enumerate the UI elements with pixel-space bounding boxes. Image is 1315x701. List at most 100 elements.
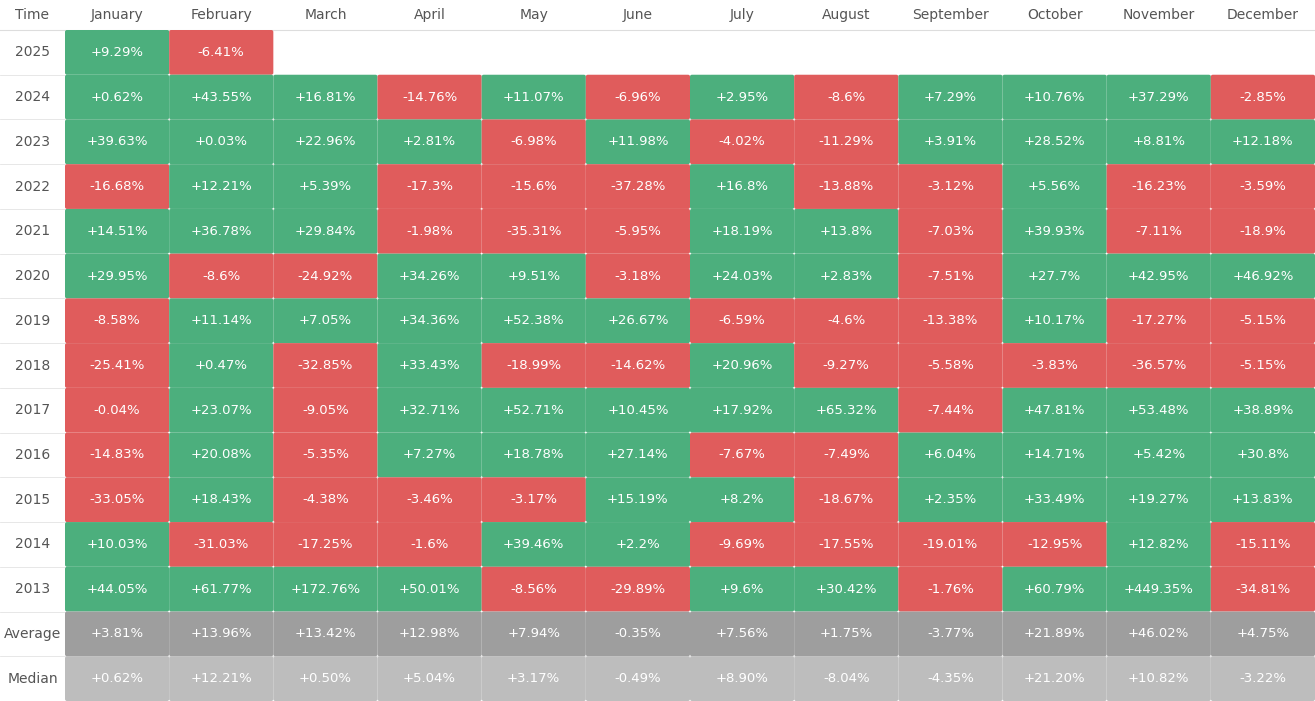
FancyBboxPatch shape bbox=[1002, 567, 1107, 611]
FancyBboxPatch shape bbox=[586, 75, 690, 119]
Text: +27.14%: +27.14% bbox=[608, 449, 669, 461]
FancyBboxPatch shape bbox=[1002, 656, 1107, 701]
Text: 2024: 2024 bbox=[14, 90, 50, 104]
FancyBboxPatch shape bbox=[1211, 477, 1315, 522]
Text: -31.03%: -31.03% bbox=[193, 538, 249, 551]
Text: -17.27%: -17.27% bbox=[1131, 314, 1186, 327]
FancyBboxPatch shape bbox=[794, 388, 898, 433]
Text: -3.18%: -3.18% bbox=[614, 269, 661, 283]
Text: September: September bbox=[913, 8, 989, 22]
FancyBboxPatch shape bbox=[274, 656, 377, 701]
Text: +61.77%: +61.77% bbox=[191, 583, 252, 596]
Text: -1.98%: -1.98% bbox=[406, 225, 452, 238]
FancyBboxPatch shape bbox=[377, 254, 481, 299]
FancyBboxPatch shape bbox=[586, 209, 690, 254]
FancyBboxPatch shape bbox=[377, 343, 481, 388]
Text: +2.81%: +2.81% bbox=[402, 135, 456, 149]
FancyBboxPatch shape bbox=[64, 254, 170, 299]
FancyBboxPatch shape bbox=[794, 567, 898, 611]
Text: -6.41%: -6.41% bbox=[197, 46, 245, 59]
FancyBboxPatch shape bbox=[794, 254, 898, 299]
Text: -1.76%: -1.76% bbox=[927, 583, 974, 596]
FancyBboxPatch shape bbox=[690, 433, 794, 477]
FancyBboxPatch shape bbox=[481, 254, 586, 299]
Text: -33.05%: -33.05% bbox=[89, 494, 145, 506]
FancyBboxPatch shape bbox=[481, 522, 586, 567]
FancyBboxPatch shape bbox=[274, 388, 377, 433]
Text: +16.81%: +16.81% bbox=[295, 90, 356, 104]
Text: 2019: 2019 bbox=[14, 314, 50, 328]
FancyBboxPatch shape bbox=[1211, 567, 1315, 611]
Text: +14.71%: +14.71% bbox=[1024, 449, 1085, 461]
Text: +5.42%: +5.42% bbox=[1132, 449, 1185, 461]
FancyBboxPatch shape bbox=[1211, 656, 1315, 701]
FancyBboxPatch shape bbox=[586, 567, 690, 611]
Text: 2022: 2022 bbox=[14, 179, 50, 193]
Text: January: January bbox=[91, 8, 143, 22]
Text: -25.41%: -25.41% bbox=[89, 359, 145, 372]
Text: 2013: 2013 bbox=[14, 582, 50, 596]
Text: +7.56%: +7.56% bbox=[715, 627, 769, 641]
FancyBboxPatch shape bbox=[1211, 75, 1315, 119]
FancyBboxPatch shape bbox=[481, 343, 586, 388]
FancyBboxPatch shape bbox=[690, 656, 794, 701]
FancyBboxPatch shape bbox=[794, 299, 898, 343]
Text: February: February bbox=[191, 8, 252, 22]
Text: -37.28%: -37.28% bbox=[610, 180, 665, 193]
Text: +39.63%: +39.63% bbox=[87, 135, 147, 149]
FancyBboxPatch shape bbox=[1002, 209, 1107, 254]
Text: +18.19%: +18.19% bbox=[711, 225, 773, 238]
Text: +7.94%: +7.94% bbox=[508, 627, 560, 641]
Text: +33.49%: +33.49% bbox=[1024, 494, 1085, 506]
Text: +21.89%: +21.89% bbox=[1024, 627, 1085, 641]
Text: -7.03%: -7.03% bbox=[927, 225, 974, 238]
FancyBboxPatch shape bbox=[794, 611, 898, 656]
FancyBboxPatch shape bbox=[170, 254, 274, 299]
Text: +5.56%: +5.56% bbox=[1028, 180, 1081, 193]
FancyBboxPatch shape bbox=[481, 477, 586, 522]
Text: -4.38%: -4.38% bbox=[302, 494, 348, 506]
Text: -34.81%: -34.81% bbox=[1235, 583, 1290, 596]
Text: +8.81%: +8.81% bbox=[1132, 135, 1185, 149]
FancyBboxPatch shape bbox=[690, 299, 794, 343]
FancyBboxPatch shape bbox=[898, 522, 1002, 567]
FancyBboxPatch shape bbox=[1107, 343, 1211, 388]
FancyBboxPatch shape bbox=[586, 433, 690, 477]
Text: +3.17%: +3.17% bbox=[508, 672, 560, 685]
FancyBboxPatch shape bbox=[1211, 209, 1315, 254]
Text: 2016: 2016 bbox=[14, 448, 50, 462]
FancyBboxPatch shape bbox=[586, 611, 690, 656]
Text: December: December bbox=[1227, 8, 1299, 22]
FancyBboxPatch shape bbox=[274, 299, 377, 343]
Text: -9.05%: -9.05% bbox=[302, 404, 348, 416]
FancyBboxPatch shape bbox=[274, 119, 377, 164]
FancyBboxPatch shape bbox=[1211, 119, 1315, 164]
Text: +43.55%: +43.55% bbox=[191, 90, 252, 104]
FancyBboxPatch shape bbox=[1211, 388, 1315, 433]
Text: April: April bbox=[414, 8, 446, 22]
Text: -8.6%: -8.6% bbox=[827, 90, 865, 104]
FancyBboxPatch shape bbox=[898, 119, 1002, 164]
FancyBboxPatch shape bbox=[1107, 75, 1211, 119]
Text: +449.35%: +449.35% bbox=[1124, 583, 1194, 596]
Text: +34.36%: +34.36% bbox=[398, 314, 460, 327]
Text: -14.83%: -14.83% bbox=[89, 449, 145, 461]
FancyBboxPatch shape bbox=[898, 388, 1002, 433]
FancyBboxPatch shape bbox=[586, 164, 690, 209]
Text: +39.46%: +39.46% bbox=[504, 538, 564, 551]
Text: -32.85%: -32.85% bbox=[297, 359, 354, 372]
FancyBboxPatch shape bbox=[1107, 209, 1211, 254]
Text: -5.15%: -5.15% bbox=[1240, 314, 1286, 327]
FancyBboxPatch shape bbox=[690, 209, 794, 254]
FancyBboxPatch shape bbox=[170, 299, 274, 343]
Text: +13.96%: +13.96% bbox=[191, 627, 252, 641]
Text: -1.6%: -1.6% bbox=[410, 538, 448, 551]
FancyBboxPatch shape bbox=[1002, 611, 1107, 656]
FancyBboxPatch shape bbox=[170, 30, 274, 75]
Text: -36.57%: -36.57% bbox=[1131, 359, 1186, 372]
Text: +16.8%: +16.8% bbox=[715, 180, 768, 193]
FancyBboxPatch shape bbox=[1107, 388, 1211, 433]
Text: +172.76%: +172.76% bbox=[291, 583, 360, 596]
Text: +13.42%: +13.42% bbox=[295, 627, 356, 641]
FancyBboxPatch shape bbox=[1107, 299, 1211, 343]
